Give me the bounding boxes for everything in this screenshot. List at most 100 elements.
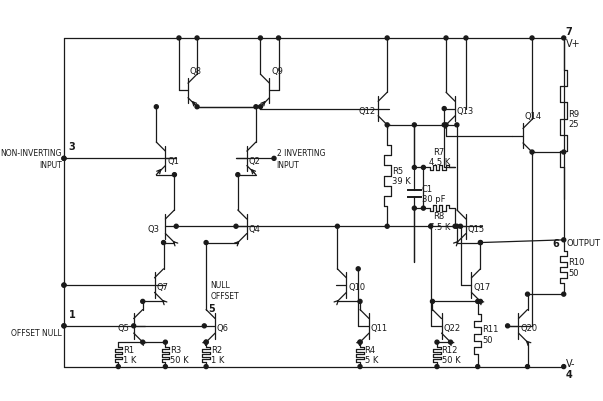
- Text: C1
30 pF: C1 30 pF: [421, 184, 445, 204]
- Circle shape: [62, 157, 66, 161]
- Circle shape: [356, 267, 360, 271]
- Circle shape: [444, 124, 448, 128]
- Text: Q3: Q3: [147, 224, 159, 233]
- Text: 6: 6: [552, 238, 559, 248]
- Circle shape: [203, 324, 206, 328]
- Text: NULL: NULL: [210, 280, 230, 289]
- Circle shape: [204, 365, 208, 369]
- Circle shape: [62, 324, 66, 328]
- Text: Q20: Q20: [520, 323, 537, 332]
- Circle shape: [530, 37, 534, 41]
- Text: 4: 4: [566, 369, 572, 379]
- Text: R5
39 K: R5 39 K: [392, 166, 411, 186]
- Circle shape: [442, 107, 446, 111]
- Text: Q6: Q6: [217, 323, 229, 332]
- Circle shape: [172, 173, 177, 177]
- Circle shape: [385, 37, 389, 41]
- Circle shape: [162, 241, 166, 245]
- Text: R7
4.5 K: R7 4.5 K: [429, 148, 450, 167]
- Text: 5: 5: [208, 303, 215, 313]
- Text: INPUT: INPUT: [39, 161, 62, 170]
- Circle shape: [358, 365, 362, 369]
- Text: R2
1 K: R2 1 K: [210, 345, 224, 364]
- Circle shape: [412, 166, 416, 170]
- Circle shape: [62, 324, 66, 328]
- Circle shape: [236, 173, 240, 177]
- Circle shape: [435, 340, 439, 344]
- Circle shape: [442, 124, 446, 128]
- Text: 2 INVERTING: 2 INVERTING: [277, 149, 325, 158]
- Text: Q1: Q1: [167, 156, 179, 165]
- Circle shape: [358, 340, 362, 344]
- Circle shape: [254, 105, 258, 109]
- Circle shape: [476, 365, 480, 369]
- Text: V+: V+: [566, 39, 580, 49]
- Circle shape: [562, 238, 566, 242]
- Circle shape: [562, 37, 566, 41]
- Text: R4
5 K: R4 5 K: [365, 345, 378, 364]
- Circle shape: [204, 340, 208, 344]
- Circle shape: [478, 300, 482, 304]
- Circle shape: [272, 157, 276, 161]
- Circle shape: [464, 37, 468, 41]
- Circle shape: [385, 124, 389, 128]
- Text: R8
7.5 K: R8 7.5 K: [429, 212, 450, 231]
- Text: V-: V-: [566, 358, 575, 368]
- Circle shape: [562, 365, 566, 369]
- Text: R12
50 K: R12 50 K: [441, 345, 460, 364]
- Circle shape: [455, 225, 459, 229]
- Circle shape: [358, 300, 362, 304]
- Text: OFFSET NULL: OFFSET NULL: [11, 328, 62, 337]
- Circle shape: [358, 340, 362, 344]
- Text: Q17: Q17: [473, 283, 490, 292]
- Circle shape: [163, 365, 168, 369]
- Text: Q5: Q5: [118, 323, 129, 332]
- Circle shape: [163, 340, 168, 344]
- Circle shape: [412, 124, 416, 128]
- Circle shape: [116, 365, 120, 369]
- Text: R11
50: R11 50: [482, 324, 499, 344]
- Text: 3: 3: [69, 141, 75, 151]
- Circle shape: [435, 365, 439, 369]
- Text: OFFSET: OFFSET: [210, 292, 239, 301]
- Circle shape: [458, 225, 463, 229]
- Circle shape: [412, 207, 416, 211]
- Circle shape: [259, 37, 262, 41]
- Circle shape: [562, 151, 566, 155]
- Circle shape: [174, 225, 178, 229]
- Circle shape: [204, 340, 208, 344]
- Text: Q22: Q22: [443, 323, 461, 332]
- Circle shape: [429, 225, 432, 229]
- Circle shape: [526, 365, 529, 369]
- Text: R3
50 K: R3 50 K: [170, 345, 189, 364]
- Text: Q10: Q10: [349, 283, 365, 292]
- Circle shape: [505, 324, 510, 328]
- Text: Q15: Q15: [468, 224, 485, 233]
- Text: Q13: Q13: [457, 107, 474, 115]
- Text: INPUT: INPUT: [277, 161, 300, 170]
- Text: Q11: Q11: [371, 323, 388, 332]
- Circle shape: [476, 300, 480, 304]
- Text: Q2: Q2: [248, 156, 260, 165]
- Circle shape: [259, 105, 262, 109]
- Circle shape: [62, 284, 66, 288]
- Text: 1: 1: [69, 309, 75, 319]
- Circle shape: [478, 241, 482, 245]
- Text: Q7: Q7: [156, 283, 168, 292]
- Text: Q4: Q4: [248, 224, 260, 233]
- Circle shape: [385, 225, 389, 229]
- Circle shape: [444, 37, 448, 41]
- Text: Q9: Q9: [271, 67, 283, 76]
- Circle shape: [140, 340, 145, 344]
- Text: R1
1 K: R1 1 K: [123, 345, 136, 364]
- Circle shape: [335, 225, 339, 229]
- Text: Q12: Q12: [358, 107, 375, 115]
- Circle shape: [234, 225, 238, 229]
- Circle shape: [277, 37, 280, 41]
- Circle shape: [131, 324, 136, 328]
- Circle shape: [526, 292, 529, 296]
- Circle shape: [154, 105, 159, 109]
- Circle shape: [62, 157, 66, 161]
- Circle shape: [530, 151, 534, 155]
- Circle shape: [421, 166, 425, 170]
